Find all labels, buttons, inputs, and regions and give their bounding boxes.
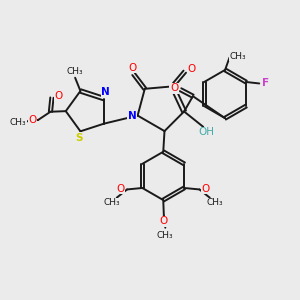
Text: O: O [54,91,62,101]
Text: OH: OH [199,127,215,137]
Text: S: S [75,133,83,143]
Text: CH₃: CH₃ [67,67,83,76]
Text: O: O [187,64,195,74]
Text: CH₃: CH₃ [103,198,120,207]
Text: CH₃: CH₃ [10,118,26,127]
Text: CH₃: CH₃ [230,52,246,61]
Text: CH₃: CH₃ [206,198,223,207]
Text: CH₃: CH₃ [157,231,174,240]
Text: O: O [116,184,125,194]
Text: O: O [128,63,136,73]
Text: O: O [202,184,210,194]
Text: O: O [28,115,36,125]
Text: O: O [170,83,178,93]
Text: N: N [101,87,110,97]
Text: O: O [160,216,168,226]
Text: F: F [262,79,269,88]
Text: N: N [128,111,137,121]
